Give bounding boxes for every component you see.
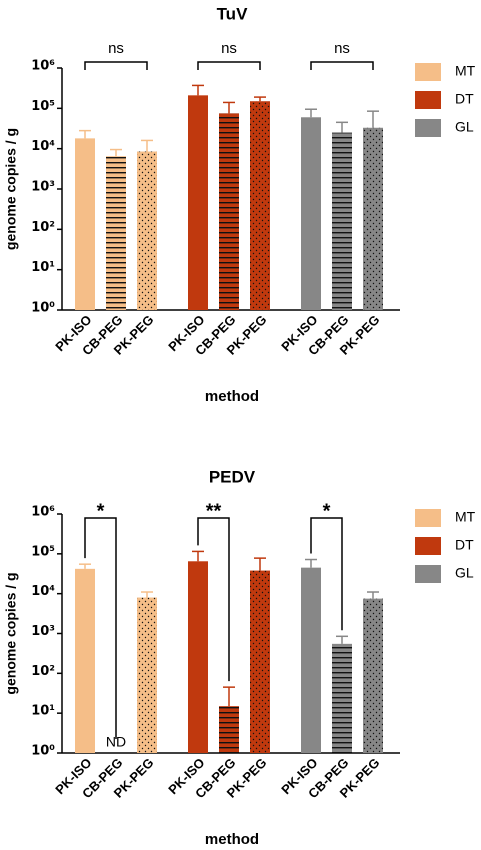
bar: [250, 101, 270, 310]
legend-swatch: [415, 63, 441, 81]
significance-label: *: [323, 500, 331, 522]
error-bar: [305, 108, 317, 118]
bar: [363, 127, 383, 311]
bar: [301, 567, 321, 753]
y-tick-label: 10⁰: [31, 744, 55, 759]
y-tick-label: 10³: [31, 624, 55, 639]
error-bar: [336, 121, 348, 133]
error-bar: [223, 686, 235, 707]
error-bar: [254, 557, 266, 571]
error-bar: [223, 101, 235, 114]
y-tick-label: 10⁴: [31, 139, 55, 154]
legend-label: GL: [455, 119, 474, 135]
bar: [137, 597, 157, 753]
error-bar: [254, 96, 266, 102]
significance-bracket: [84, 61, 148, 70]
error-bar: [192, 84, 204, 96]
significance-label: ns: [221, 40, 237, 57]
y-tick-label: 10⁶: [31, 505, 55, 520]
significance-bracket: [84, 517, 117, 739]
error-bar: [110, 148, 122, 157]
bar: [106, 156, 126, 310]
bar: [301, 117, 321, 310]
bar: [363, 598, 383, 753]
error-bar: [367, 110, 379, 128]
bar: [219, 113, 239, 310]
bar: [188, 561, 208, 753]
error-bar: [192, 550, 204, 562]
legend-swatch: [415, 91, 441, 109]
legend-swatch: [415, 509, 441, 527]
legend-label: GL: [455, 565, 474, 581]
legend-swatch: [415, 119, 441, 137]
bar: [75, 138, 95, 310]
chart-title: TuV: [217, 4, 249, 23]
y-tick-label: 10⁴: [31, 584, 55, 599]
y-tick-label: 10⁰: [31, 301, 55, 316]
y-tick-label: 10⁶: [31, 59, 55, 74]
error-bar: [367, 591, 379, 599]
y-tick-label: 10³: [31, 180, 55, 195]
significance-label: **: [206, 500, 222, 522]
significance-bracket: [310, 517, 343, 631]
bar: [250, 570, 270, 753]
significance-bracket: [197, 517, 230, 682]
error-bar: [79, 129, 91, 139]
legend-label: MT: [455, 63, 476, 79]
error-bar: [336, 635, 348, 644]
y-tick-label: 10⁵: [31, 544, 55, 559]
chart-title: PEDV: [209, 467, 256, 486]
bar: [332, 132, 352, 310]
legend-label: DT: [455, 537, 474, 553]
legend-label: MT: [455, 509, 476, 525]
significance-bracket: [197, 61, 261, 70]
bar: [332, 643, 352, 753]
legend-label: DT: [455, 91, 474, 107]
y-tick-label: 10²: [31, 220, 55, 235]
y-tick-label: 10¹: [31, 704, 55, 719]
error-bar: [305, 558, 317, 568]
significance-label: ns: [108, 40, 124, 57]
x-axis-label: method: [205, 831, 259, 848]
bar: [188, 95, 208, 310]
significance-label: ns: [334, 40, 350, 57]
legend-swatch: [415, 565, 441, 583]
x-axis-label: method: [205, 388, 259, 405]
bar: [219, 706, 239, 753]
legend-swatch: [415, 537, 441, 555]
error-bar: [79, 563, 91, 569]
significance-label: *: [97, 500, 105, 522]
error-bar: [141, 139, 153, 152]
y-tick-label: 10²: [31, 664, 55, 679]
bar: [137, 151, 157, 310]
y-axis-label: genome copies / g: [3, 572, 19, 694]
annotation: ND: [106, 734, 126, 750]
y-tick-label: 10⁵: [31, 99, 55, 114]
error-bar: [141, 591, 153, 598]
significance-bracket: [310, 61, 374, 70]
bar: [75, 568, 95, 753]
y-tick-label: 10¹: [31, 260, 55, 275]
y-axis-label: genome copies / g: [3, 128, 19, 250]
